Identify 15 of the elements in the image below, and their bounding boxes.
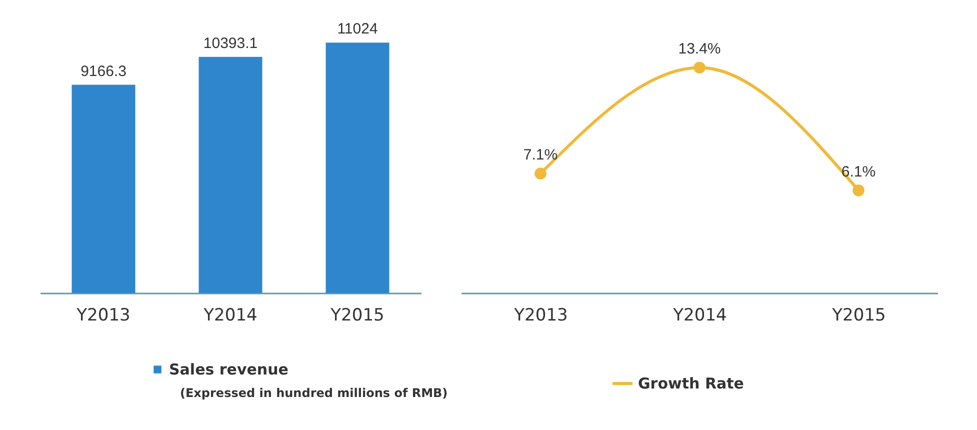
text: (Expressed in hundred millions of RMB) [180,386,448,400]
x-tick-label: Y2013 [513,306,568,326]
data-label: 7.1% [523,146,558,164]
x-tick-label: Y2014 [672,306,727,326]
legend-label: Sales revenue [169,360,288,378]
legend-label: Growth Rate [638,374,744,392]
x-tick-label: Y2014 [202,306,258,326]
x-tick-label: Y2013 [76,306,130,326]
data-label: 11024 [337,20,378,38]
x-tick-label: Y2015 [330,306,384,326]
data-label: 6.1% [841,163,876,180]
data-label: 10393.1 [203,34,258,52]
x-tick-label: Y2015 [831,306,886,326]
data-label: 9166.3 [80,62,126,80]
data-label: 13.4% [678,40,721,58]
